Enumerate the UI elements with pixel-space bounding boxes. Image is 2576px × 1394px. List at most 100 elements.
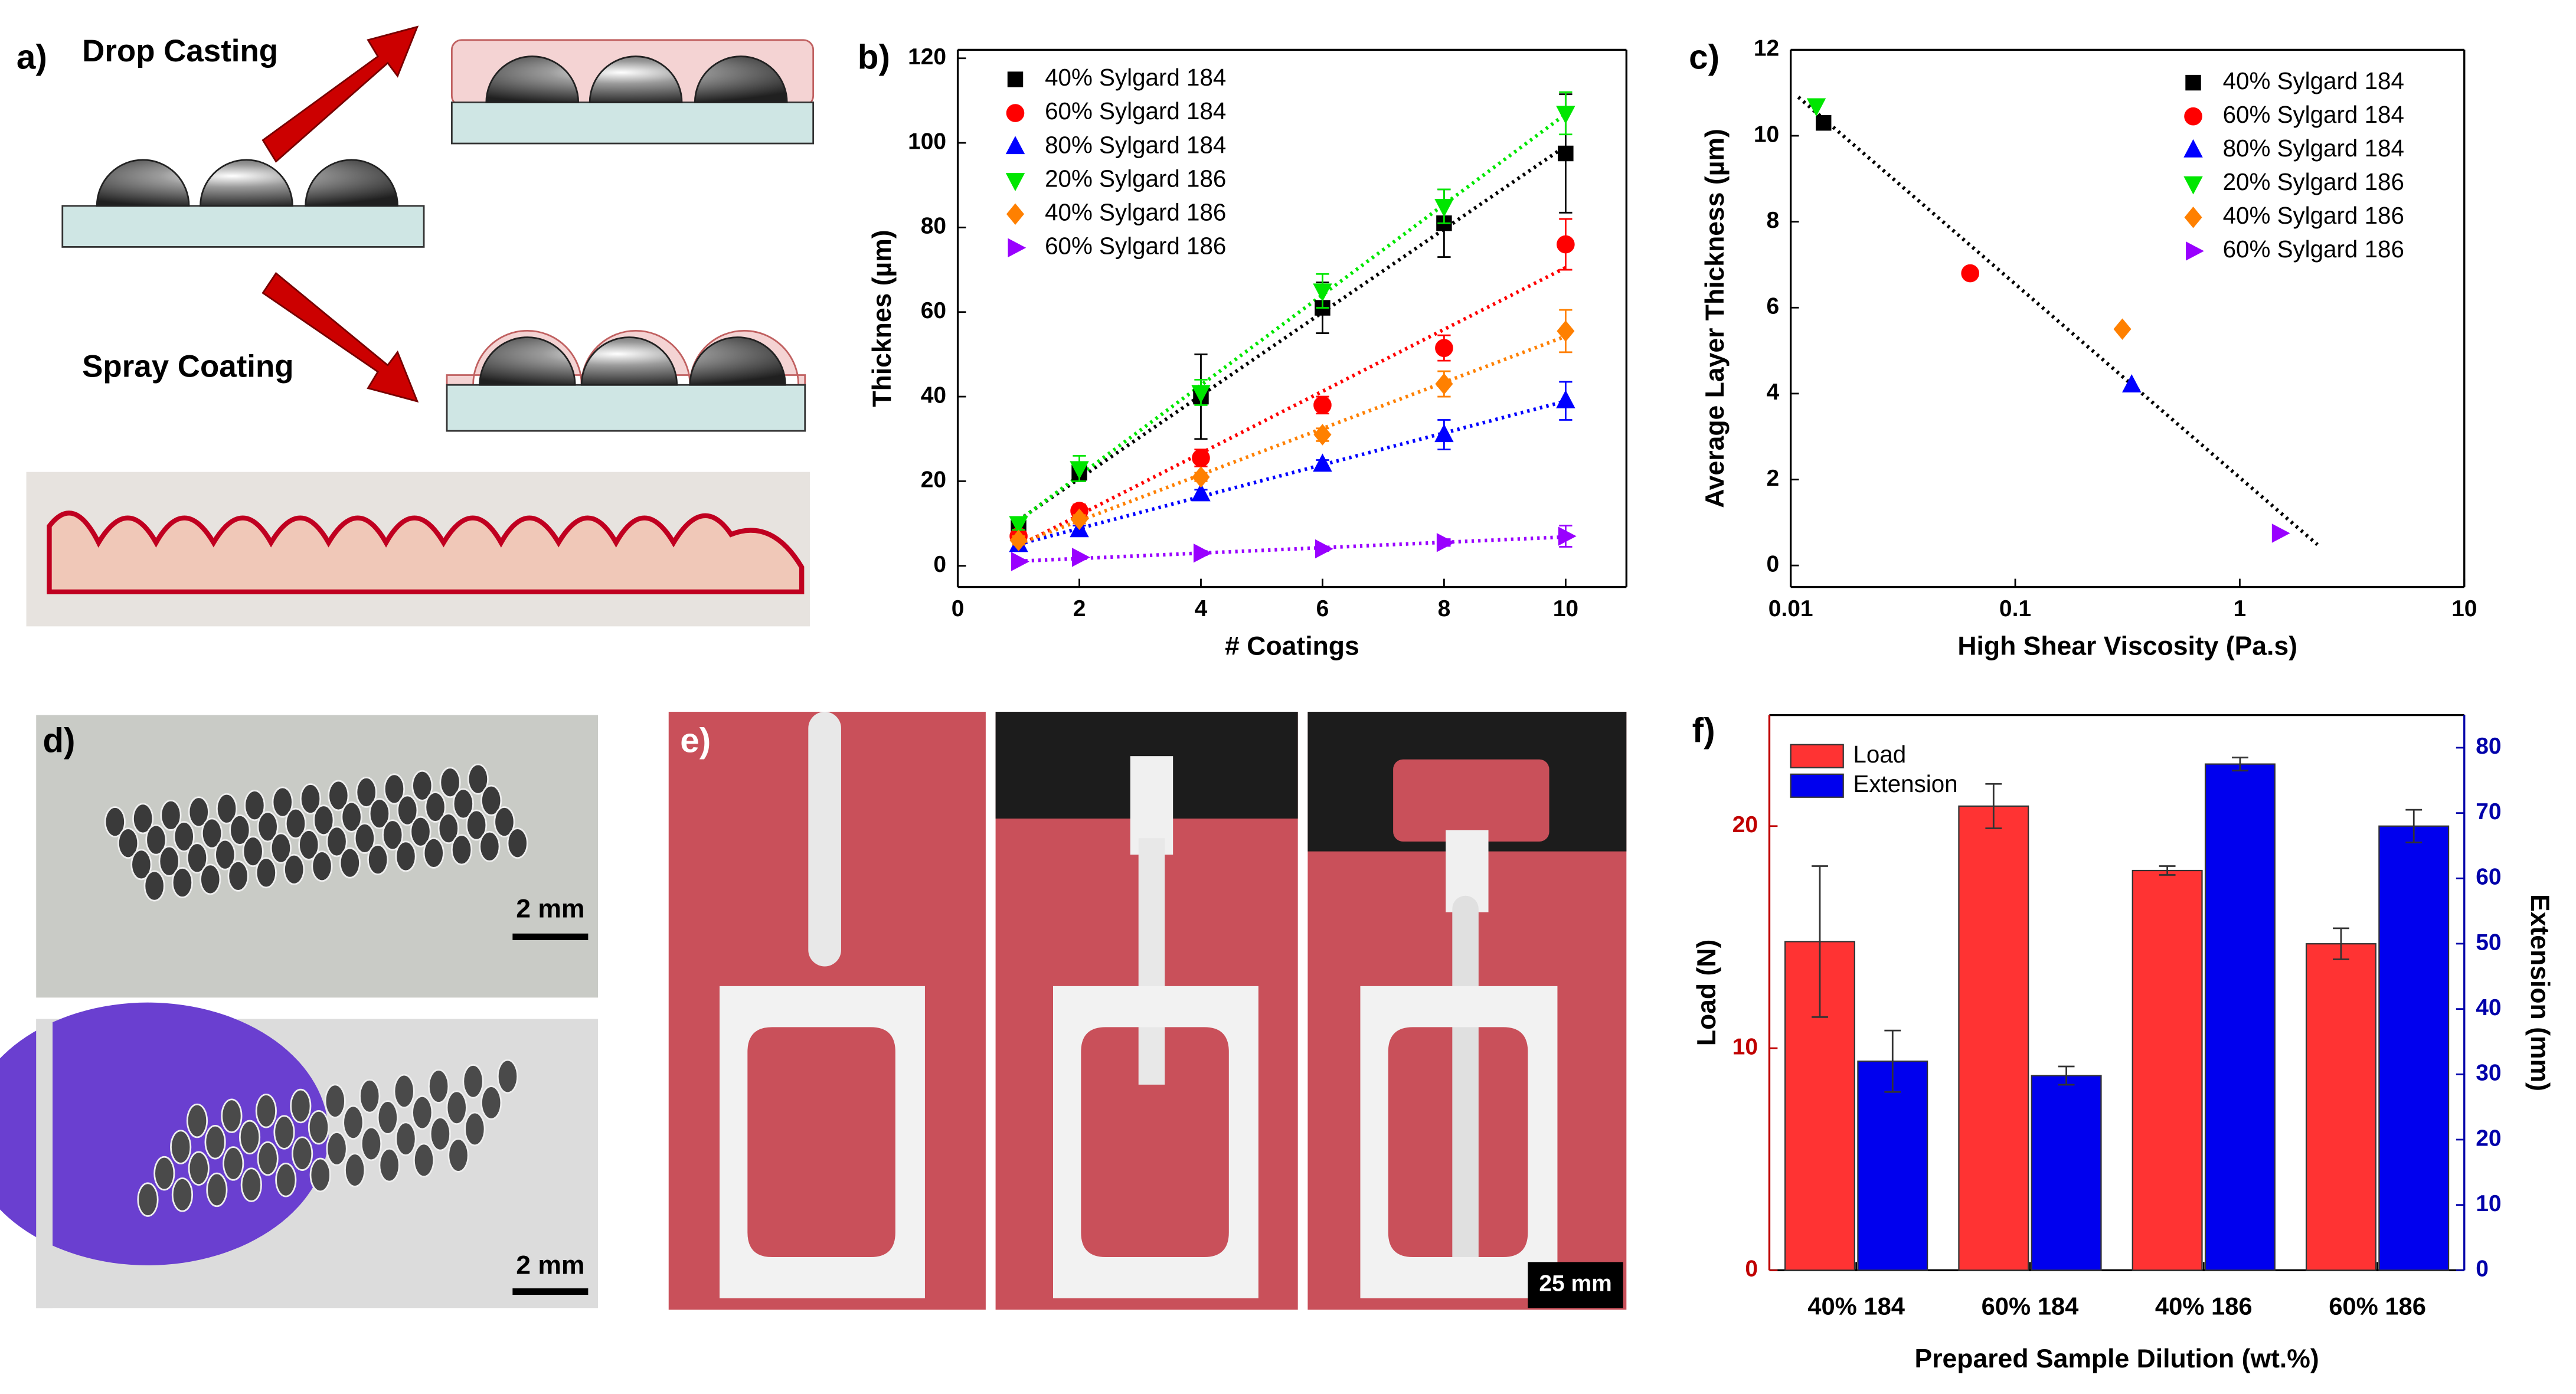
legend-label: 40% Sylgard 184 xyxy=(2223,67,2404,94)
marker xyxy=(1070,508,1088,531)
panel-label: d) xyxy=(43,721,75,760)
x-tick-label: 0.1 xyxy=(1999,596,2031,621)
needle xyxy=(244,790,266,822)
fit-line xyxy=(1797,96,2319,547)
needle xyxy=(428,1069,450,1104)
needle xyxy=(410,816,431,847)
y-tick-label: 40 xyxy=(2476,995,2501,1020)
panel-label: f) xyxy=(1692,712,1715,750)
y-tick-label: 20 xyxy=(2476,1125,2501,1151)
legend-marker xyxy=(1006,104,1025,122)
marker xyxy=(1436,533,1455,552)
marker xyxy=(1192,466,1210,488)
legend-label: 60% Sylgard 184 xyxy=(2223,101,2404,128)
method-label: Spray Coating xyxy=(82,349,293,384)
marker xyxy=(2122,374,2142,392)
needle xyxy=(447,1138,469,1173)
fit-line xyxy=(1018,535,1566,563)
y-tick-label: 80 xyxy=(921,214,946,239)
marker xyxy=(1313,283,1332,302)
y-tick-label: 60 xyxy=(2476,865,2501,890)
error-bar xyxy=(2333,927,2349,960)
marker xyxy=(1558,526,1577,546)
needle xyxy=(493,806,515,837)
y2-axis-label: Extension (mm) xyxy=(2525,894,2554,1091)
fit-line xyxy=(1018,399,1567,547)
y-tick-label: 120 xyxy=(908,44,946,70)
marker xyxy=(1961,264,1979,283)
needle xyxy=(204,1125,226,1160)
marker xyxy=(1556,106,1575,125)
y-tick-label: 6 xyxy=(1766,294,1779,319)
y-tick-label: 0 xyxy=(1766,551,1779,577)
marker xyxy=(1313,453,1332,472)
needle xyxy=(215,793,238,824)
legend-marker xyxy=(1005,136,1025,155)
marker xyxy=(1009,516,1028,535)
legend-label: 60% Sylgard 186 xyxy=(1045,232,1226,259)
legend-marker xyxy=(1008,238,1027,258)
needle xyxy=(255,1094,277,1128)
error-bar xyxy=(2232,757,2248,772)
needle xyxy=(395,840,417,872)
needle xyxy=(311,850,333,882)
needle xyxy=(170,1130,192,1164)
bar xyxy=(2031,1075,2102,1271)
fit-line xyxy=(1018,334,1567,546)
needle xyxy=(480,784,502,816)
error-bar xyxy=(1985,783,2002,829)
error-bar xyxy=(2159,865,2176,876)
panel-label: c) xyxy=(1689,38,1719,77)
y-tick-label: 40 xyxy=(921,382,946,408)
marker xyxy=(1191,483,1211,502)
y-axis-label: Load (N) xyxy=(1692,940,1721,1046)
legend-label: 20% Sylgard 186 xyxy=(1045,165,1226,192)
needle xyxy=(188,1151,210,1186)
legend-marker xyxy=(2183,176,2203,195)
needle xyxy=(298,829,320,860)
needle xyxy=(153,1156,175,1191)
x-tick-label: 6 xyxy=(1316,596,1329,621)
fit-line xyxy=(1017,112,1567,522)
legend-marker xyxy=(2184,107,2202,126)
y-tick-label: 2 xyxy=(1766,466,1779,491)
needle xyxy=(367,844,389,875)
legend-marker xyxy=(2185,74,2201,91)
needle xyxy=(429,1117,451,1151)
needle xyxy=(292,1136,313,1171)
marker xyxy=(1011,552,1029,571)
legend-swatch xyxy=(1790,744,1844,768)
legend-marker xyxy=(2184,207,2202,228)
marker xyxy=(1070,461,1089,480)
needle xyxy=(171,867,194,898)
needle xyxy=(342,1105,364,1140)
needle xyxy=(466,809,488,841)
needle xyxy=(313,804,335,836)
panel-label: e) xyxy=(680,721,711,760)
legend-label: 20% Sylgard 186 xyxy=(2223,168,2404,195)
error-bar xyxy=(1884,1029,1901,1093)
needle xyxy=(308,1110,330,1145)
x-tick-label: 1 xyxy=(2234,596,2247,621)
y-axis-label: Thicknes (µm) xyxy=(868,230,897,407)
bar xyxy=(2305,943,2376,1271)
legend-label: 80% Sylgard 184 xyxy=(2223,135,2404,162)
marker xyxy=(1556,390,1575,408)
marker xyxy=(1557,320,1575,342)
needle xyxy=(104,806,126,837)
needle xyxy=(299,783,322,814)
needle xyxy=(378,1147,400,1183)
y-axis-label: Average Layer Thickness (µm) xyxy=(1701,129,1730,508)
fit-line xyxy=(1017,144,1567,522)
marker xyxy=(1816,114,1832,131)
y-tick-label: 8 xyxy=(1766,208,1779,233)
marker xyxy=(1434,424,1454,443)
needle xyxy=(397,794,419,826)
marker xyxy=(1192,449,1210,467)
needle xyxy=(462,1064,484,1099)
bar xyxy=(1857,1061,1928,1271)
needle xyxy=(368,798,391,830)
y-tick-label: 20 xyxy=(921,467,946,493)
needle xyxy=(383,773,406,805)
